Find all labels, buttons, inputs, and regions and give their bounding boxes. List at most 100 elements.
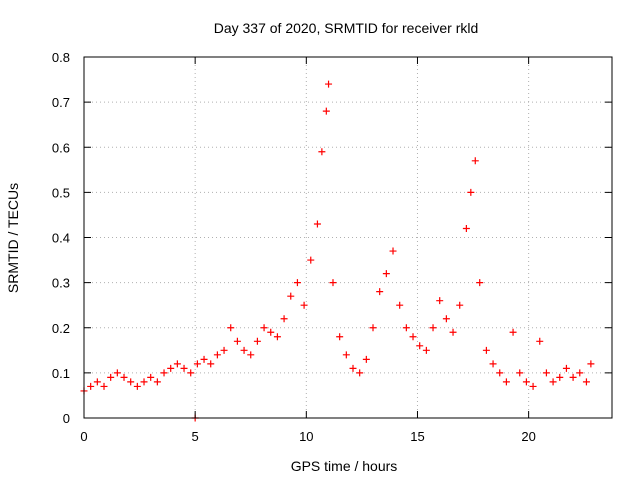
data-point xyxy=(220,346,228,354)
data-point xyxy=(587,360,595,368)
y-tick-label: 0.3 xyxy=(52,276,70,291)
data-point xyxy=(187,369,195,377)
data-point xyxy=(402,324,410,332)
data-point xyxy=(318,148,326,156)
data-point xyxy=(93,378,101,386)
data-point xyxy=(562,364,570,372)
data-point xyxy=(307,256,315,264)
data-point xyxy=(476,279,484,287)
data-point xyxy=(167,364,175,372)
data-point xyxy=(200,355,208,363)
data-point xyxy=(336,333,344,341)
data-point xyxy=(429,324,437,332)
data-point xyxy=(287,292,295,300)
data-point xyxy=(342,351,350,359)
data-point xyxy=(569,373,577,381)
data-point xyxy=(227,324,235,332)
data-point xyxy=(313,220,321,228)
y-tick-label: 0 xyxy=(63,411,70,426)
data-point xyxy=(140,378,148,386)
data-point xyxy=(556,373,564,381)
data-point xyxy=(362,355,370,363)
data-point xyxy=(471,157,479,165)
data-point xyxy=(325,80,333,88)
data-point xyxy=(496,369,504,377)
data-point xyxy=(120,373,128,381)
data-point xyxy=(509,328,517,336)
x-tick-label: 10 xyxy=(299,429,313,444)
data-point xyxy=(356,369,364,377)
data-point xyxy=(449,328,457,336)
data-point xyxy=(462,224,470,232)
data-point xyxy=(267,328,275,336)
data-point xyxy=(467,188,475,196)
data-point xyxy=(193,360,201,368)
data-point xyxy=(147,373,155,381)
data-point xyxy=(489,360,497,368)
data-point xyxy=(389,247,397,255)
x-axis-label: GPS time / hours xyxy=(291,458,398,474)
data-point xyxy=(396,301,404,309)
data-point xyxy=(240,346,248,354)
data-point xyxy=(273,333,281,341)
y-tick-label: 0.7 xyxy=(52,95,70,110)
data-point xyxy=(322,107,330,115)
data-point xyxy=(409,333,417,341)
data-point xyxy=(100,382,108,390)
data-point xyxy=(280,315,288,323)
axis-ticks xyxy=(83,56,612,419)
data-point xyxy=(522,378,530,386)
y-tick-label: 0.8 xyxy=(52,50,70,65)
x-tick-label: 0 xyxy=(80,429,87,444)
x-tick-label: 20 xyxy=(521,429,535,444)
data-point xyxy=(173,360,181,368)
data-point xyxy=(180,364,188,372)
data-point xyxy=(536,337,544,345)
data-point xyxy=(300,301,308,309)
data-point xyxy=(369,324,377,332)
data-point xyxy=(260,324,268,332)
data-point xyxy=(382,270,390,278)
data-point xyxy=(233,337,241,345)
data-point xyxy=(502,378,510,386)
data-point xyxy=(349,364,357,372)
data-point xyxy=(329,279,337,287)
data-point xyxy=(107,373,115,381)
chart-title: Day 337 of 2020, SRMTID for receiver rkl… xyxy=(214,20,479,36)
data-point xyxy=(456,301,464,309)
data-point xyxy=(113,369,121,377)
data-point xyxy=(582,378,590,386)
y-tick-label: 0.4 xyxy=(52,231,70,246)
data-point xyxy=(127,378,135,386)
tick-labels: 0 5 10 15 20 0 0.1 0.2 0.3 0.4 0.5 0.6 0.7 0.8 xyxy=(52,50,536,444)
data-point xyxy=(153,378,161,386)
data-point xyxy=(576,369,584,377)
data-point xyxy=(529,382,537,390)
data-point xyxy=(253,337,261,345)
data-point xyxy=(247,351,255,359)
data-point xyxy=(160,369,168,377)
data-point xyxy=(549,378,557,386)
data-point xyxy=(482,346,490,354)
y-tick-label: 0.6 xyxy=(52,140,70,155)
y-axis-label: SRMTID / TECUs xyxy=(5,183,21,293)
data-point xyxy=(207,360,215,368)
data-point xyxy=(213,351,221,359)
data-point xyxy=(436,297,444,305)
y-tick-label: 0.2 xyxy=(52,321,70,336)
data-point xyxy=(516,369,524,377)
y-tick-label: 0.5 xyxy=(52,185,70,200)
data-point xyxy=(422,346,430,354)
data-point xyxy=(442,315,450,323)
data-point xyxy=(87,382,95,390)
y-tick-label: 0.1 xyxy=(52,366,70,381)
data-point xyxy=(293,279,301,287)
grid-lines xyxy=(84,57,612,418)
x-tick-label: 5 xyxy=(192,429,199,444)
data-point xyxy=(542,369,550,377)
data-point xyxy=(133,382,141,390)
data-point xyxy=(416,342,424,350)
